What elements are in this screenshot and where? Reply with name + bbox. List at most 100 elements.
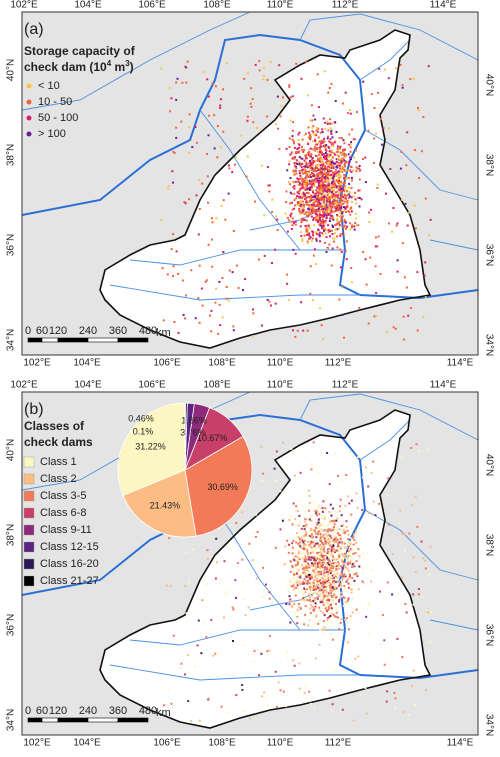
dam-point xyxy=(337,580,340,583)
dam-point xyxy=(329,217,332,220)
dam-point xyxy=(304,188,307,191)
dam-point xyxy=(365,712,368,715)
dam-point xyxy=(325,251,328,253)
dam-point xyxy=(326,171,329,174)
dam-point xyxy=(303,548,306,551)
dam-point xyxy=(326,247,328,250)
dam-point xyxy=(335,577,338,580)
dam-point xyxy=(422,557,425,560)
dam-point xyxy=(297,591,300,594)
dam-point xyxy=(347,582,350,585)
dam-point xyxy=(314,530,317,533)
dam-point xyxy=(333,174,336,176)
dam-point xyxy=(342,531,345,534)
dam-point xyxy=(205,279,208,282)
dam-point xyxy=(210,330,213,333)
dam-point xyxy=(337,145,339,148)
dam-point xyxy=(345,206,348,209)
dam-point xyxy=(262,566,264,569)
dam-point xyxy=(322,530,325,532)
dam-point xyxy=(388,127,391,130)
dam-point xyxy=(312,218,315,221)
dam-point xyxy=(368,601,371,604)
dam-point xyxy=(303,544,305,547)
dam-point xyxy=(244,614,247,617)
dam-point xyxy=(332,165,335,168)
dam-point xyxy=(327,541,329,544)
lat-label: 40°N xyxy=(6,59,17,81)
dam-point xyxy=(331,607,333,610)
dam-point xyxy=(348,160,351,163)
dam-point xyxy=(414,571,417,573)
dam-point xyxy=(330,590,333,593)
dam-point xyxy=(347,186,350,189)
dam-point xyxy=(245,175,248,178)
dam-point xyxy=(317,600,320,603)
dam-point xyxy=(355,161,358,164)
dam-point xyxy=(314,575,317,578)
dam-point xyxy=(327,159,330,162)
dam-point xyxy=(223,560,226,563)
dam-point xyxy=(347,196,350,199)
dam-point xyxy=(198,179,201,181)
dam-point xyxy=(337,174,340,177)
dam-point xyxy=(229,523,232,526)
dam-point xyxy=(312,608,315,611)
dam-point xyxy=(332,576,335,579)
dam-point xyxy=(323,553,326,556)
dam-point xyxy=(207,243,210,246)
dam-point xyxy=(326,619,329,622)
dam-point xyxy=(304,198,307,201)
dam-point xyxy=(338,176,341,179)
dam-point xyxy=(297,603,300,606)
dam-point xyxy=(323,545,326,548)
dam-point xyxy=(294,562,297,565)
dam-point xyxy=(294,204,296,207)
dam-point xyxy=(326,590,329,593)
dam-point xyxy=(387,523,390,526)
dam-point xyxy=(313,565,315,568)
dam-point xyxy=(172,275,174,278)
dam-point xyxy=(350,210,353,213)
dam-point xyxy=(403,338,406,341)
dam-point xyxy=(319,594,322,597)
dam-point xyxy=(326,167,329,170)
dam-point xyxy=(328,552,331,555)
dam-point xyxy=(343,555,346,558)
dam-point xyxy=(378,590,381,593)
dam-point xyxy=(359,693,362,696)
dam-point xyxy=(330,82,333,85)
dam-point xyxy=(334,538,337,541)
dam-point xyxy=(345,169,348,172)
dam-point xyxy=(381,143,384,146)
dam-point xyxy=(333,569,336,572)
dam-point xyxy=(337,541,340,544)
dam-point xyxy=(326,176,329,179)
dam-point xyxy=(310,208,313,211)
dam-point xyxy=(384,192,387,195)
dam-point xyxy=(303,205,305,208)
dam-point xyxy=(278,64,281,67)
dam-point xyxy=(343,233,346,236)
dam-point xyxy=(335,171,338,174)
dam-point xyxy=(274,302,277,305)
dam-point xyxy=(329,626,332,629)
dam-point xyxy=(307,558,310,561)
pie-label: 30.69% xyxy=(207,482,238,492)
dam-point xyxy=(322,619,325,622)
dam-point xyxy=(344,186,347,189)
dam-point xyxy=(309,571,312,574)
dam-point xyxy=(266,298,269,301)
dam-point xyxy=(243,710,246,713)
dam-point xyxy=(318,571,321,574)
dam-point xyxy=(332,167,335,170)
dam-point xyxy=(303,556,306,559)
dam-point xyxy=(348,182,351,185)
dam-point xyxy=(305,575,308,578)
dam-point xyxy=(313,175,316,178)
dam-point xyxy=(330,164,333,167)
dam-point xyxy=(351,281,354,284)
dam-point xyxy=(417,588,420,591)
dam-point xyxy=(301,211,304,214)
dam-point xyxy=(288,146,291,148)
